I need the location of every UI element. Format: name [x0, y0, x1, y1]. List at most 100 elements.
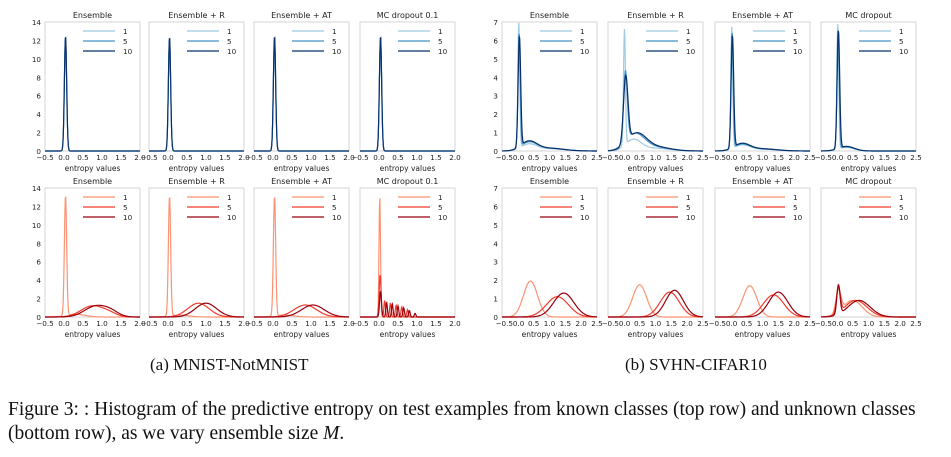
x-tick-label: 0.0	[267, 153, 279, 162]
series-line-5	[45, 305, 140, 318]
series-line-5	[715, 294, 811, 318]
x-tick-label: 0.5	[181, 319, 192, 328]
legend-label: 5	[686, 37, 691, 46]
legend-label: 5	[899, 37, 904, 46]
panel-title: Ensemble + AT	[271, 177, 332, 186]
x-tick-label: 2.0	[788, 153, 800, 162]
y-tick-label: 12	[32, 202, 41, 211]
legend-label: 5	[332, 37, 337, 46]
legend-label: 10	[793, 213, 803, 222]
y-tick-label: 10	[32, 221, 42, 230]
series-line-1	[149, 41, 244, 152]
panel-mnist-unknown-ensemble: Ensemble entropy values −0.5 0.0 0.5 1.0 1.5 2.…	[32, 177, 146, 339]
series-line-10	[501, 36, 597, 152]
x-axis-label: entropy values	[380, 330, 436, 339]
series-line-10	[360, 36, 455, 152]
x-tick-label: 2.5	[804, 153, 815, 162]
x-tick-label: −0.5	[245, 153, 262, 162]
legend-label: 5	[227, 37, 232, 46]
x-tick-label: 1.0	[411, 319, 423, 328]
series-line-1	[254, 40, 349, 152]
legend-label: 1	[793, 27, 798, 36]
panel-title: Ensemble	[530, 11, 569, 20]
x-axis-label: entropy values	[274, 164, 330, 173]
series-line-5	[502, 296, 598, 318]
y-tick-label: 4	[493, 73, 498, 82]
series-line-10	[821, 30, 916, 152]
x-tick-label: 0.0	[267, 319, 279, 328]
x-tick-label: −0.50.0	[495, 319, 524, 328]
x-tick-label: 2.5	[697, 319, 708, 328]
y-tick-label: 10	[32, 55, 42, 64]
x-tick-label: 2.0	[238, 153, 250, 162]
y-tick-label: 2	[36, 129, 41, 138]
x-tick-label: 1.0	[650, 153, 662, 162]
series-line-5	[608, 291, 704, 318]
series-line-10	[254, 36, 349, 152]
legend-label: 1	[123, 193, 128, 202]
x-tick-label: −0.50.0	[708, 153, 737, 162]
panel-title: MC dropout 0.1	[377, 11, 439, 20]
y-tick-label: 1	[493, 129, 498, 138]
legend-label: 5	[227, 203, 232, 212]
x-tick-label: 2.0	[894, 319, 906, 328]
legend-label: 10	[332, 213, 342, 222]
x-tick-label: 1.0	[305, 319, 317, 328]
x-tick-label: 2.0	[681, 153, 693, 162]
x-tick-label: −0.50.0	[814, 319, 843, 328]
x-tick-label: 1.0	[757, 153, 769, 162]
panel-title: MC dropout	[845, 177, 891, 186]
x-tick-label: 1.5	[560, 153, 571, 162]
y-tick-label: 2	[493, 276, 498, 285]
panel-title: Ensemble + R	[627, 177, 684, 186]
x-tick-label: 0.5	[286, 153, 297, 162]
x-tick-label: −0.50.0	[708, 319, 737, 328]
legend-label: 1	[899, 27, 904, 36]
x-axis-label: entropy values	[735, 330, 791, 339]
x-axis-label: entropy values	[169, 330, 225, 339]
x-tick-label: 1.0	[650, 319, 662, 328]
series-line-1	[45, 196, 140, 318]
subcaption-svhn-cifar10: (b) SVHN-CIFAR10	[625, 355, 767, 374]
x-axis-label: entropy values	[65, 164, 121, 173]
y-tick-label: 4	[36, 276, 41, 285]
panel-mnist-known-mcdropout: MC dropout 0.1 entropy values −0.5 0.0 0.5 1.…	[351, 11, 461, 173]
x-tick-label: 1.5	[773, 319, 784, 328]
panel-svhn-unknown-ensemble-r: Ensemble + R entropy values −0.50.0 0.5 1.0 1…	[601, 177, 708, 339]
y-tick-label: 2	[36, 295, 41, 304]
x-axis-label: entropy values	[274, 330, 330, 339]
x-tick-label: 0.5	[286, 319, 297, 328]
series-line-10	[149, 37, 244, 152]
x-tick-label: 2.0	[575, 319, 587, 328]
x-axis-label: entropy values	[522, 164, 578, 173]
x-tick-label: 0.0	[373, 319, 385, 328]
panel-mnist-unknown-ensemble-at: Ensemble + AT entropy values −0.5 0.0 0.5 1.0…	[245, 177, 355, 339]
panel-mnist-known-ensemble-r: Ensemble + R entropy values −0.5 0.0 0.5 1.0 1…	[140, 11, 250, 173]
x-tick-label: 2.5	[910, 319, 921, 328]
y-tick-label: 4	[36, 110, 41, 119]
axes-frame	[714, 21, 811, 152]
x-tick-label: 0.5	[528, 153, 539, 162]
axes-frame	[714, 187, 811, 318]
x-tick-label: 0.0	[373, 153, 385, 162]
x-tick-label: −0.5	[140, 153, 157, 162]
x-tick-label: −0.5	[140, 319, 157, 328]
x-axis-label: entropy values	[628, 330, 684, 339]
y-tick-label: 5	[493, 55, 498, 64]
x-tick-label: 0.0	[162, 153, 174, 162]
y-tick-label: 6	[36, 92, 41, 101]
axes-frame	[501, 187, 598, 318]
caption-variable: M	[323, 423, 340, 444]
x-tick-label: 0.0	[58, 319, 70, 328]
panel-svhn-known-mcdropout: MC dropout entropy values −0.50.0 0.5 1.0 1.5…	[814, 11, 921, 173]
axes-frame	[820, 187, 917, 318]
legend-label: 5	[686, 203, 691, 212]
x-tick-label: 2.0	[575, 153, 587, 162]
axes-frame	[501, 21, 598, 152]
series-line-10	[821, 283, 916, 318]
series-line-1	[608, 284, 703, 318]
x-tick-label: −0.5	[36, 153, 53, 162]
y-tick-label: 7	[493, 18, 498, 27]
x-axis-label: entropy values	[628, 164, 684, 173]
